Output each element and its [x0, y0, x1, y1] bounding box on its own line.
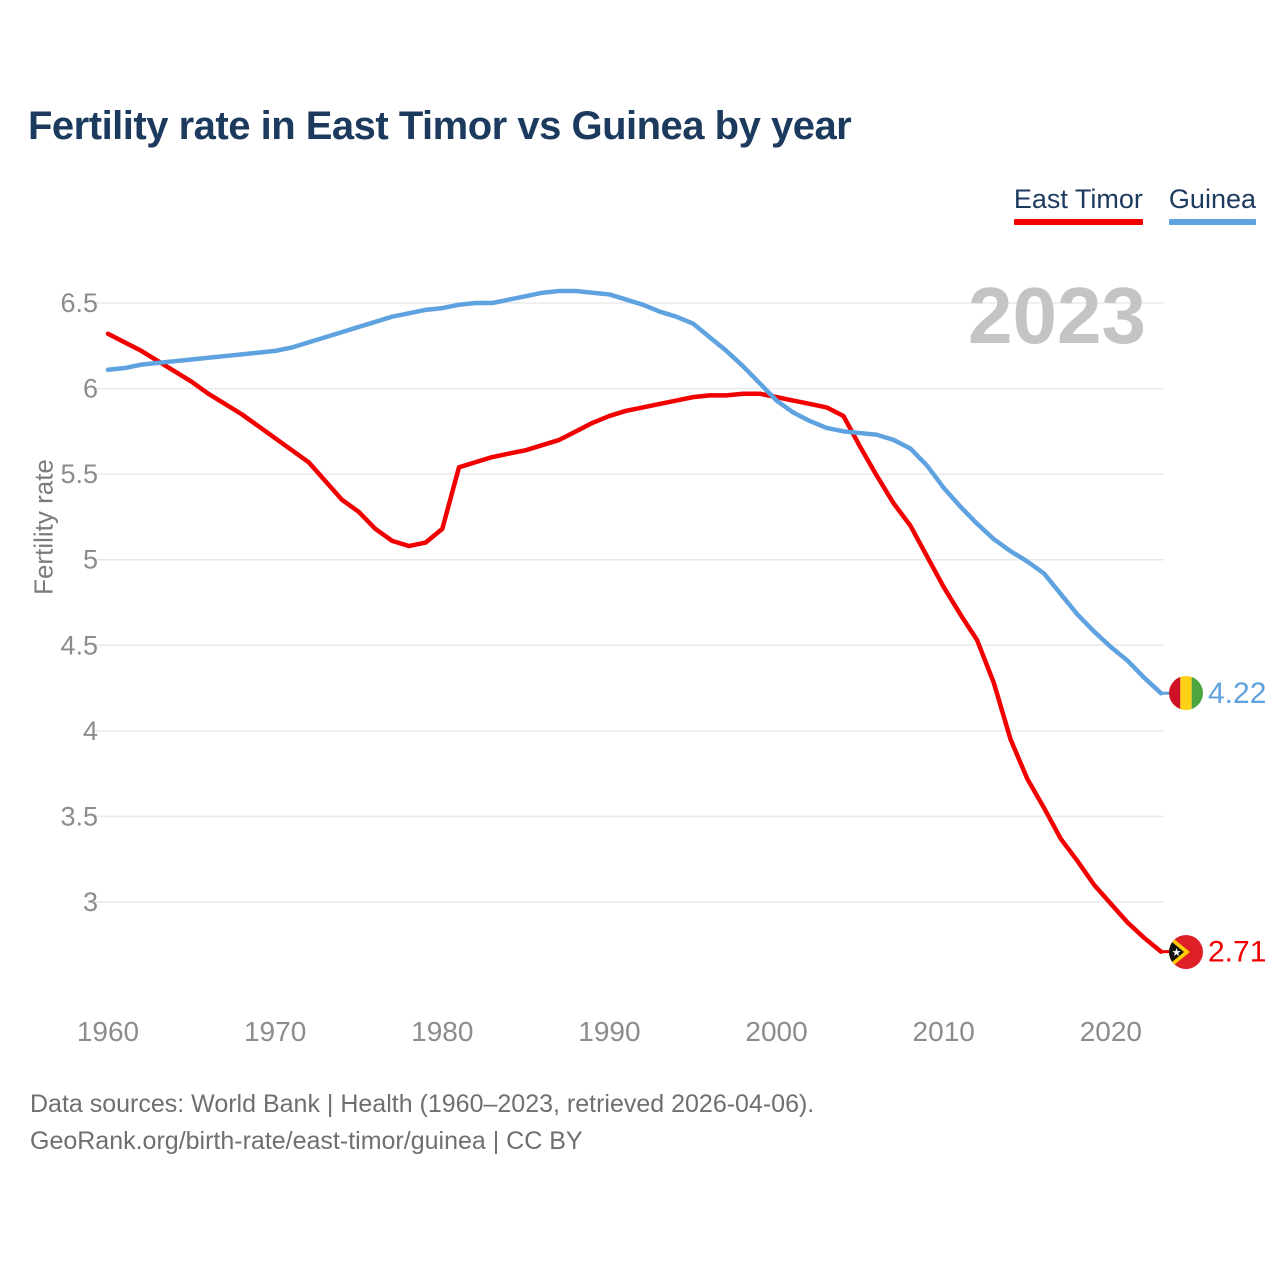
- y-tick-label: 5: [83, 545, 98, 575]
- x-tick-label: 2000: [745, 1016, 807, 1047]
- east-timor-value-label: 2.71: [1208, 936, 1266, 969]
- legend-item-guinea[interactable]: Guinea: [1168, 184, 1256, 225]
- x-tick-label: 1960: [77, 1016, 139, 1047]
- legend: East Timor Guinea: [1013, 184, 1256, 225]
- x-tick-label: 1980: [411, 1016, 473, 1047]
- x-tick-label: 2020: [1080, 1016, 1142, 1047]
- footer-sources: Data sources: World Bank | Health (1960–…: [30, 1090, 815, 1118]
- east-timor-flag-icon: ★: [1169, 935, 1203, 969]
- y-tick-label: 5.5: [60, 459, 98, 489]
- x-tick-label: 1990: [578, 1016, 640, 1047]
- watermark-year: 2023: [968, 271, 1146, 360]
- guinea-line: [105, 288, 1164, 696]
- footer: Data sources: World Bank | Health (1960–…: [30, 1086, 814, 1160]
- legend-label-east-timor: East Timor: [1013, 184, 1143, 214]
- y-tick-label: 6: [83, 374, 98, 404]
- svg-text:★: ★: [1172, 947, 1182, 959]
- y-tick-label: 4: [83, 716, 98, 746]
- footer-attribution: GeoRank.org/birth-rate/east-timor/guinea…: [30, 1127, 583, 1155]
- legend-color-bar-guinea: [1168, 219, 1256, 225]
- chart-title: Fertility rate in East Timor vs Guinea b…: [28, 104, 852, 148]
- east-timor-line: [105, 331, 1164, 954]
- guinea-flag-icon: [1169, 676, 1203, 710]
- legend-label-guinea: Guinea: [1168, 184, 1256, 214]
- x-tick-label: 2010: [913, 1016, 975, 1047]
- legend-color-bar-east-timor: [1013, 219, 1143, 225]
- y-tick-label: 6.5: [60, 288, 98, 318]
- x-tick-label: 1970: [244, 1016, 306, 1047]
- y-tick-label: 4.5: [60, 630, 98, 660]
- guinea-value-label: 4.22: [1208, 677, 1266, 710]
- y-tick-label: 3.5: [60, 801, 98, 831]
- y-tick-label: 3: [83, 887, 98, 917]
- legend-item-east-timor[interactable]: East Timor: [1013, 184, 1143, 225]
